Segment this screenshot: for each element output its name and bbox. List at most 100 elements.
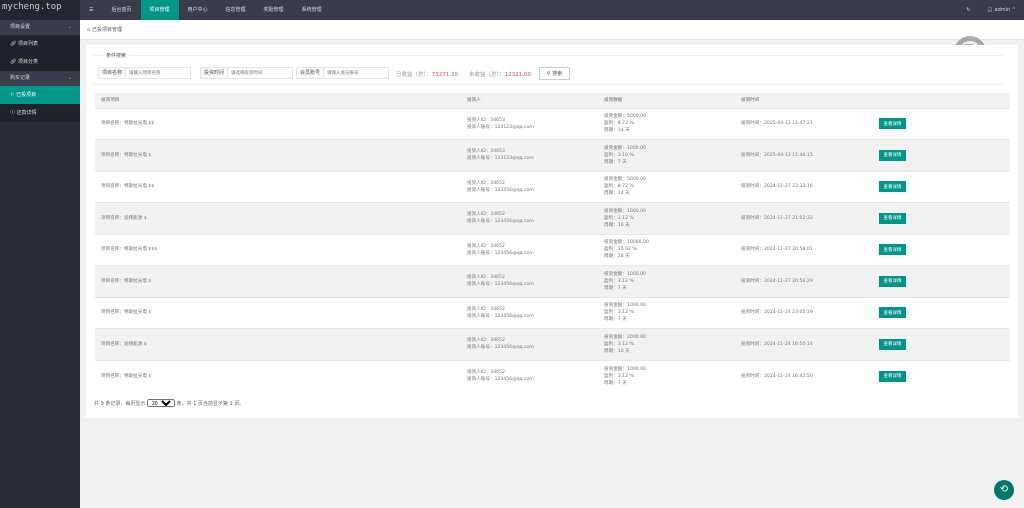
view-details-button[interactable]: 查看详情: [879, 212, 906, 224]
period: 周期：28 天: [604, 254, 630, 260]
table-row: 项目名称：迪拜能源 $ 投资人ID：34652 投资人账号：123456@qq.c…: [95, 328, 1010, 360]
invest-time-field: 投资时间: [200, 67, 294, 79]
nav-info-management[interactable]: 信息管理: [225, 7, 246, 13]
investor-id: 投资人ID：34653: [467, 149, 505, 155]
project-cell: 项目名称：特斯拉光电 $$: [95, 107, 461, 140]
invest-amount: 投资金额：2000.00: [604, 334, 646, 340]
floating-action-icon[interactable]: ⟲: [994, 480, 1014, 500]
investor-cell: 投资人ID：34652 投资人账号：123456@qq.com: [461, 233, 598, 266]
period: 周期：7 天: [604, 317, 627, 323]
nav-reward-management[interactable]: 奖励管理: [263, 7, 284, 13]
investor-cell: 投资人ID：34652 投资人账号：123456@qq.com: [461, 296, 598, 329]
sidebar-item-repayment-details[interactable]: ⓢ 还款详情: [0, 104, 80, 122]
view-details-button[interactable]: 查看详情: [879, 370, 906, 382]
table-row: 项目名称：特斯拉光电 $$ 投资人ID：34652 投资人账号：123456@qq…: [95, 170, 1010, 203]
action-cell: 查看详情: [873, 170, 1010, 203]
time-cell: 投资时间：2024-11-27 20:58:01: [735, 233, 873, 266]
view-details-button[interactable]: 查看详情: [879, 338, 906, 350]
investor-cell: 投资人ID：34652 投资人账号：123456@qq.com: [461, 265, 598, 297]
search-icon: ⚲: [546, 71, 553, 77]
time-cell: 投资时间：2024-11-27 20:56:29: [735, 265, 873, 297]
member-account-field: 会员账号: [296, 67, 390, 79]
period: 周期：7 天: [604, 285, 627, 291]
action-cell: 查看详情: [873, 107, 1010, 140]
link-icon: 🔗︎: [10, 59, 18, 65]
investor-id: 投资人ID：34653: [467, 117, 505, 123]
investor-account: 投资人账号：123123@qq.com: [467, 124, 534, 130]
project-cell: 项目名称：特斯拉光电 $$: [95, 170, 461, 203]
per-page-select[interactable]: 20: [146, 399, 175, 407]
period: 周期：14 天: [604, 128, 630, 134]
investor-account: 投资人账号：123456@qq.com: [467, 282, 534, 288]
nav-user-center[interactable]: 用户中心: [187, 7, 208, 13]
table-row: 项目名称：特斯拉光电 $ 投资人ID：34653 投资人账号：123123@qq.…: [95, 139, 1010, 171]
sidebar-group-purchase-records[interactable]: 购买记录 ⌄: [0, 71, 80, 86]
pager-suffix: 条，共 1 页当前显示第 1 页。: [176, 401, 245, 407]
investor-account: 投资人账号：123456@qq.com: [467, 219, 534, 225]
top-bar: ☰ 后台首页 项目管理 用户中心 信息管理 奖励管理 系统管理 ↻ 👤︎ adm…: [80, 0, 1024, 20]
sidebar-item-label: 项目列表: [17, 41, 38, 47]
action-cell: 查看详情: [873, 202, 1010, 234]
refresh-icon[interactable]: ↻: [966, 7, 971, 13]
view-details-button[interactable]: 查看详情: [879, 275, 906, 287]
investor-cell: 投资人ID：34653 投资人账号：123123@qq.com: [461, 139, 598, 171]
dollar-icon: ⓢ: [10, 110, 17, 116]
view-details-button[interactable]: 查看详情: [879, 118, 906, 130]
data-cell: 投资金额：5000.00 盈利：8.72 % 周期：14 天: [598, 170, 735, 203]
nav-home[interactable]: 后台首页: [111, 7, 132, 13]
table-row: 项目名称：特斯拉光电 $ 投资人ID：34652 投资人账号：123456@qq.…: [95, 359, 1010, 392]
project-cell: 项目名称：特斯拉光电 $: [95, 296, 461, 329]
investor-cell: 投资人ID：34653 投资人账号：123123@qq.com: [461, 107, 598, 140]
breadcrumb-current: 已投项目管理: [91, 27, 122, 33]
link-icon: 🔗︎: [10, 41, 18, 47]
nav-system-management[interactable]: 系统管理: [301, 7, 322, 13]
nav-project-management[interactable]: 项目管理: [140, 0, 179, 20]
investor-cell: 投资人ID：34652 投资人账号：123456@qq.com: [461, 328, 598, 360]
sidebar-item-invested-projects[interactable]: ⚐ 已投项目: [0, 86, 80, 104]
project-name-input[interactable]: [126, 68, 191, 78]
sidebar-item-project-list[interactable]: 🔗︎ 项目列表: [0, 35, 80, 53]
data-cell: 投资金额：1000.00 盈利：3.12 % 周期：7 天: [598, 265, 735, 297]
action-cell: 查看详情: [873, 139, 1010, 171]
user-menu[interactable]: 👤︎ admin ⌃: [986, 7, 1016, 13]
data-cell: 投资金额：1000.00 盈利：3.12 % 周期：7 天: [598, 359, 735, 392]
sidebar-item-label: 项目分类: [17, 59, 38, 65]
col-time: 投资时间: [735, 93, 873, 108]
sidebar-group-project-settings[interactable]: 项目设置 ⌄: [0, 20, 80, 35]
data-cell: 投资金额：10000.00 盈利：15.92 % 周期：28 天: [598, 233, 735, 266]
time-cell: 投资时间：2024-11-27 23:33:16: [735, 170, 873, 203]
field-label: 投资时间: [201, 68, 229, 78]
earned-total: 已收益（总）：73271.20: [396, 72, 459, 78]
project-cell: 项目名称：迪拜能源 $: [95, 202, 461, 234]
period: 周期：10 天: [604, 222, 630, 228]
col-data: 投资数据: [598, 93, 735, 108]
search-panel: 条件搜索 项目名称 投资时间 会员账号 已收益（总）：73271.20 未收益（…: [93, 52, 1003, 85]
view-details-button[interactable]: 查看详情: [879, 307, 906, 319]
sidebar-group-label: 购买记录: [10, 75, 31, 81]
time-cell: 投资时间：2024-11-27 21:02:32: [735, 202, 873, 234]
table-row: 项目名称：迪拜能源 $ 投资人ID：34652 投资人账号：123456@qq.c…: [95, 202, 1010, 234]
chevron-down-icon: ⌄: [67, 75, 72, 81]
col-project: 投资项目: [95, 93, 461, 108]
invest-amount: 投资金额：1000.00: [604, 303, 646, 309]
chevron-down-icon: ⌄: [67, 24, 72, 30]
view-details-button[interactable]: 查看详情: [879, 149, 906, 161]
view-details-button[interactable]: 查看详情: [879, 181, 906, 193]
flag-icon: ⚐: [10, 92, 17, 98]
time-cell: 投资时间：2024-11-24 16:50:14: [735, 328, 873, 360]
profit-rate: 盈利：8.72 %: [604, 121, 634, 127]
project-cell: 项目名称：迪拜能源 $: [95, 328, 461, 360]
investor-cell: 投资人ID：34652 投资人账号：123456@qq.com: [461, 170, 598, 203]
sidebar-item-project-category[interactable]: 🔗︎ 项目分类: [0, 53, 80, 71]
invest-amount: 投资金额：1000.00: [604, 271, 646, 277]
invest-amount: 投资金额：1000.00: [604, 366, 646, 372]
view-details-button[interactable]: 查看详情: [879, 244, 906, 256]
investor-id: 投资人ID：34652: [467, 370, 505, 375]
data-cell: 投资金额：2000.00 盈利：3.12 % 周期：10 天: [598, 328, 735, 360]
action-cell: 查看详情: [873, 328, 1010, 360]
invest-time-input[interactable]: [228, 68, 293, 78]
table-row: 项目名称：特斯拉光电 $$$ 投资人ID：34652 投资人账号：123456@q…: [95, 233, 1010, 266]
member-account-input[interactable]: [324, 68, 389, 78]
menu-toggle-icon[interactable]: ☰: [89, 7, 94, 13]
search-button[interactable]: ⚲ 搜索: [539, 67, 570, 80]
